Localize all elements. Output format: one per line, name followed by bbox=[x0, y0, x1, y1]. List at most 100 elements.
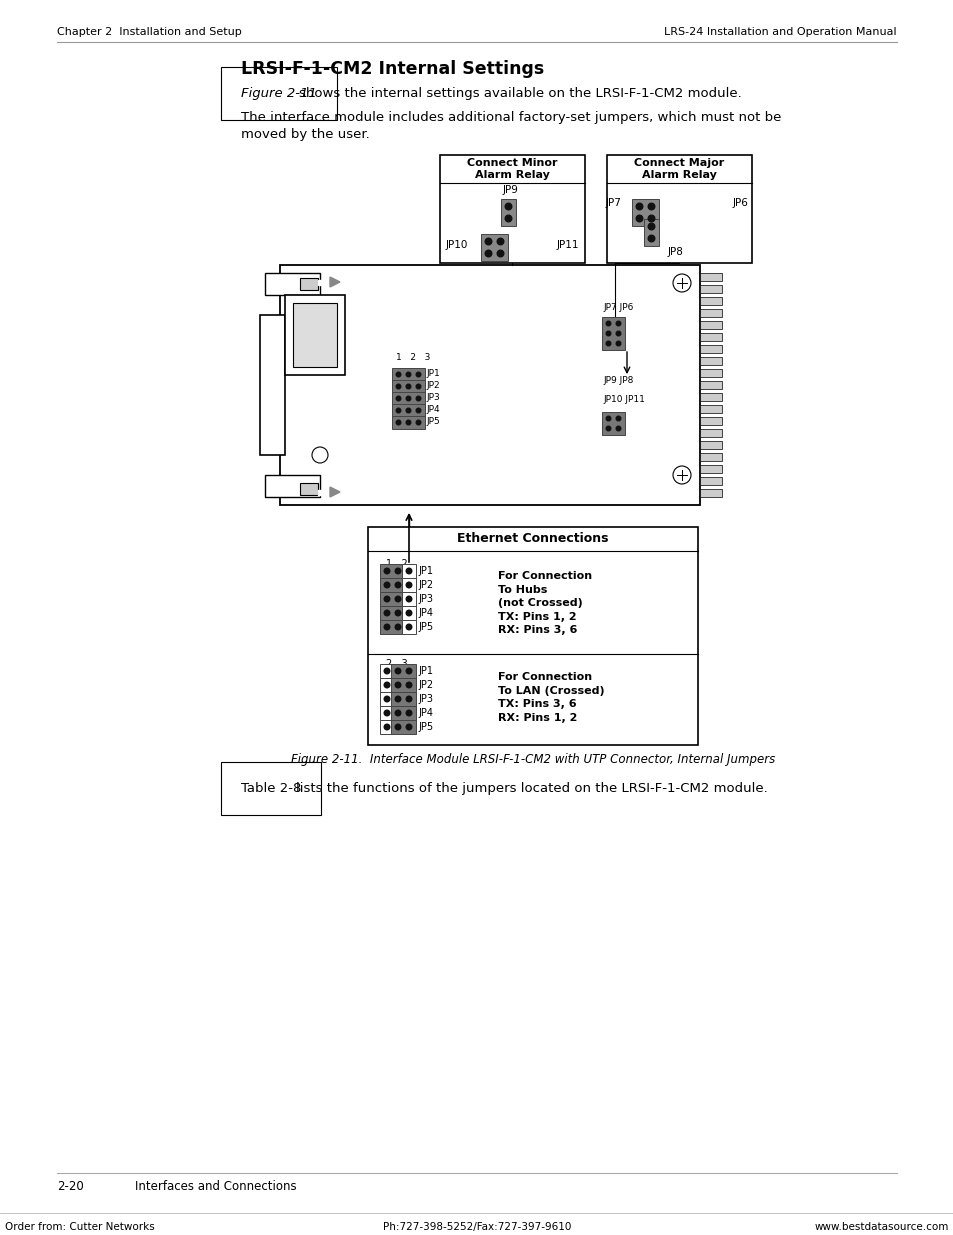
Text: 1   2   3: 1 2 3 bbox=[395, 353, 430, 362]
Circle shape bbox=[406, 409, 411, 412]
Circle shape bbox=[416, 372, 420, 377]
Bar bbox=[392, 380, 424, 393]
Text: shows the internal settings available on the LRSI-F-1-CM2 module.: shows the internal settings available on… bbox=[298, 86, 741, 100]
Text: JP7 JP6: JP7 JP6 bbox=[602, 303, 633, 312]
Circle shape bbox=[384, 668, 390, 674]
Circle shape bbox=[384, 582, 390, 588]
Circle shape bbox=[497, 251, 503, 257]
Circle shape bbox=[605, 341, 610, 346]
Bar bbox=[392, 391, 424, 405]
Circle shape bbox=[416, 420, 420, 425]
Bar bbox=[293, 303, 336, 367]
Circle shape bbox=[395, 582, 400, 588]
Text: 1   2: 1 2 bbox=[386, 559, 407, 569]
Polygon shape bbox=[330, 277, 339, 287]
Polygon shape bbox=[330, 487, 339, 496]
Text: Connect Major
Alarm Relay: Connect Major Alarm Relay bbox=[634, 158, 724, 179]
Text: JP7: JP7 bbox=[604, 198, 620, 207]
Circle shape bbox=[616, 341, 620, 346]
Text: LRSI-F-1-CM2 Internal Settings: LRSI-F-1-CM2 Internal Settings bbox=[241, 61, 543, 78]
Circle shape bbox=[395, 697, 400, 701]
Circle shape bbox=[416, 396, 420, 401]
Text: JP5: JP5 bbox=[426, 417, 439, 426]
Bar bbox=[700, 489, 721, 496]
Text: Interfaces and Connections: Interfaces and Connections bbox=[135, 1179, 296, 1193]
Text: JP2: JP2 bbox=[417, 680, 433, 690]
Circle shape bbox=[406, 668, 412, 674]
Circle shape bbox=[406, 420, 411, 425]
Text: Order from: Cutter Networks: Order from: Cutter Networks bbox=[5, 1221, 154, 1233]
Circle shape bbox=[605, 426, 610, 431]
Circle shape bbox=[605, 331, 610, 336]
Bar bbox=[700, 321, 721, 329]
Circle shape bbox=[406, 710, 412, 716]
Text: JP3: JP3 bbox=[417, 594, 433, 604]
Circle shape bbox=[395, 682, 400, 688]
Bar bbox=[700, 309, 721, 317]
Text: JP4: JP4 bbox=[417, 608, 433, 618]
Bar bbox=[700, 405, 721, 412]
Bar bbox=[700, 369, 721, 377]
Circle shape bbox=[505, 204, 511, 210]
Circle shape bbox=[406, 724, 412, 730]
Bar bbox=[401, 592, 416, 606]
Bar bbox=[280, 266, 700, 505]
Text: 2-20: 2-20 bbox=[57, 1179, 84, 1193]
Bar bbox=[700, 453, 721, 461]
Text: www.bestdatasource.com: www.bestdatasource.com bbox=[814, 1221, 948, 1233]
Bar bbox=[391, 664, 416, 678]
Bar bbox=[480, 233, 507, 261]
Text: 2   3: 2 3 bbox=[386, 659, 407, 669]
Bar bbox=[379, 578, 405, 592]
Bar bbox=[700, 285, 721, 293]
Bar bbox=[700, 393, 721, 401]
Circle shape bbox=[605, 321, 610, 326]
Text: JP10: JP10 bbox=[446, 240, 468, 249]
Bar bbox=[700, 333, 721, 341]
Text: JP5: JP5 bbox=[417, 622, 433, 632]
Circle shape bbox=[406, 568, 412, 574]
Text: JP8: JP8 bbox=[667, 247, 682, 257]
Circle shape bbox=[647, 204, 654, 210]
Bar bbox=[392, 404, 424, 417]
Text: JP9 JP8: JP9 JP8 bbox=[602, 375, 633, 385]
Bar bbox=[601, 412, 624, 435]
Circle shape bbox=[395, 624, 400, 630]
Bar bbox=[299, 483, 317, 495]
Bar bbox=[401, 606, 416, 620]
Bar bbox=[391, 678, 416, 692]
Circle shape bbox=[395, 724, 400, 730]
Circle shape bbox=[395, 384, 400, 389]
Circle shape bbox=[395, 420, 400, 425]
Bar bbox=[379, 564, 405, 578]
Bar bbox=[700, 345, 721, 353]
Bar bbox=[700, 296, 721, 305]
Bar bbox=[391, 720, 416, 734]
Circle shape bbox=[406, 682, 412, 688]
Text: Figure 2-11.  Interface Module LRSI-F-1-CM2 with UTP Connector, Internal Jumpers: Figure 2-11. Interface Module LRSI-F-1-C… bbox=[291, 753, 774, 766]
Text: The interface module includes additional factory-set jumpers, which must not be
: The interface module includes additional… bbox=[241, 111, 781, 141]
Bar bbox=[700, 382, 721, 389]
Bar bbox=[379, 706, 394, 720]
Polygon shape bbox=[317, 490, 330, 495]
Bar bbox=[700, 429, 721, 437]
Circle shape bbox=[416, 409, 420, 412]
Text: JP9: JP9 bbox=[502, 185, 517, 195]
Bar bbox=[260, 315, 285, 454]
Bar bbox=[392, 416, 424, 429]
Circle shape bbox=[395, 610, 400, 616]
Text: Connect Minor
Alarm Relay: Connect Minor Alarm Relay bbox=[467, 158, 558, 179]
Circle shape bbox=[406, 697, 412, 701]
Bar bbox=[265, 475, 319, 496]
Bar bbox=[265, 273, 319, 295]
Text: JP4: JP4 bbox=[426, 405, 439, 415]
Circle shape bbox=[395, 409, 400, 412]
Circle shape bbox=[384, 697, 390, 701]
Text: Table 2-8: Table 2-8 bbox=[241, 782, 301, 795]
Text: For Connection
To LAN (Crossed)
TX: Pins 3, 6
RX: Pins 1, 2: For Connection To LAN (Crossed) TX: Pins… bbox=[497, 672, 604, 722]
Bar bbox=[379, 620, 405, 634]
Bar bbox=[700, 441, 721, 450]
Circle shape bbox=[406, 597, 412, 601]
Bar bbox=[391, 692, 416, 706]
Circle shape bbox=[395, 668, 400, 674]
